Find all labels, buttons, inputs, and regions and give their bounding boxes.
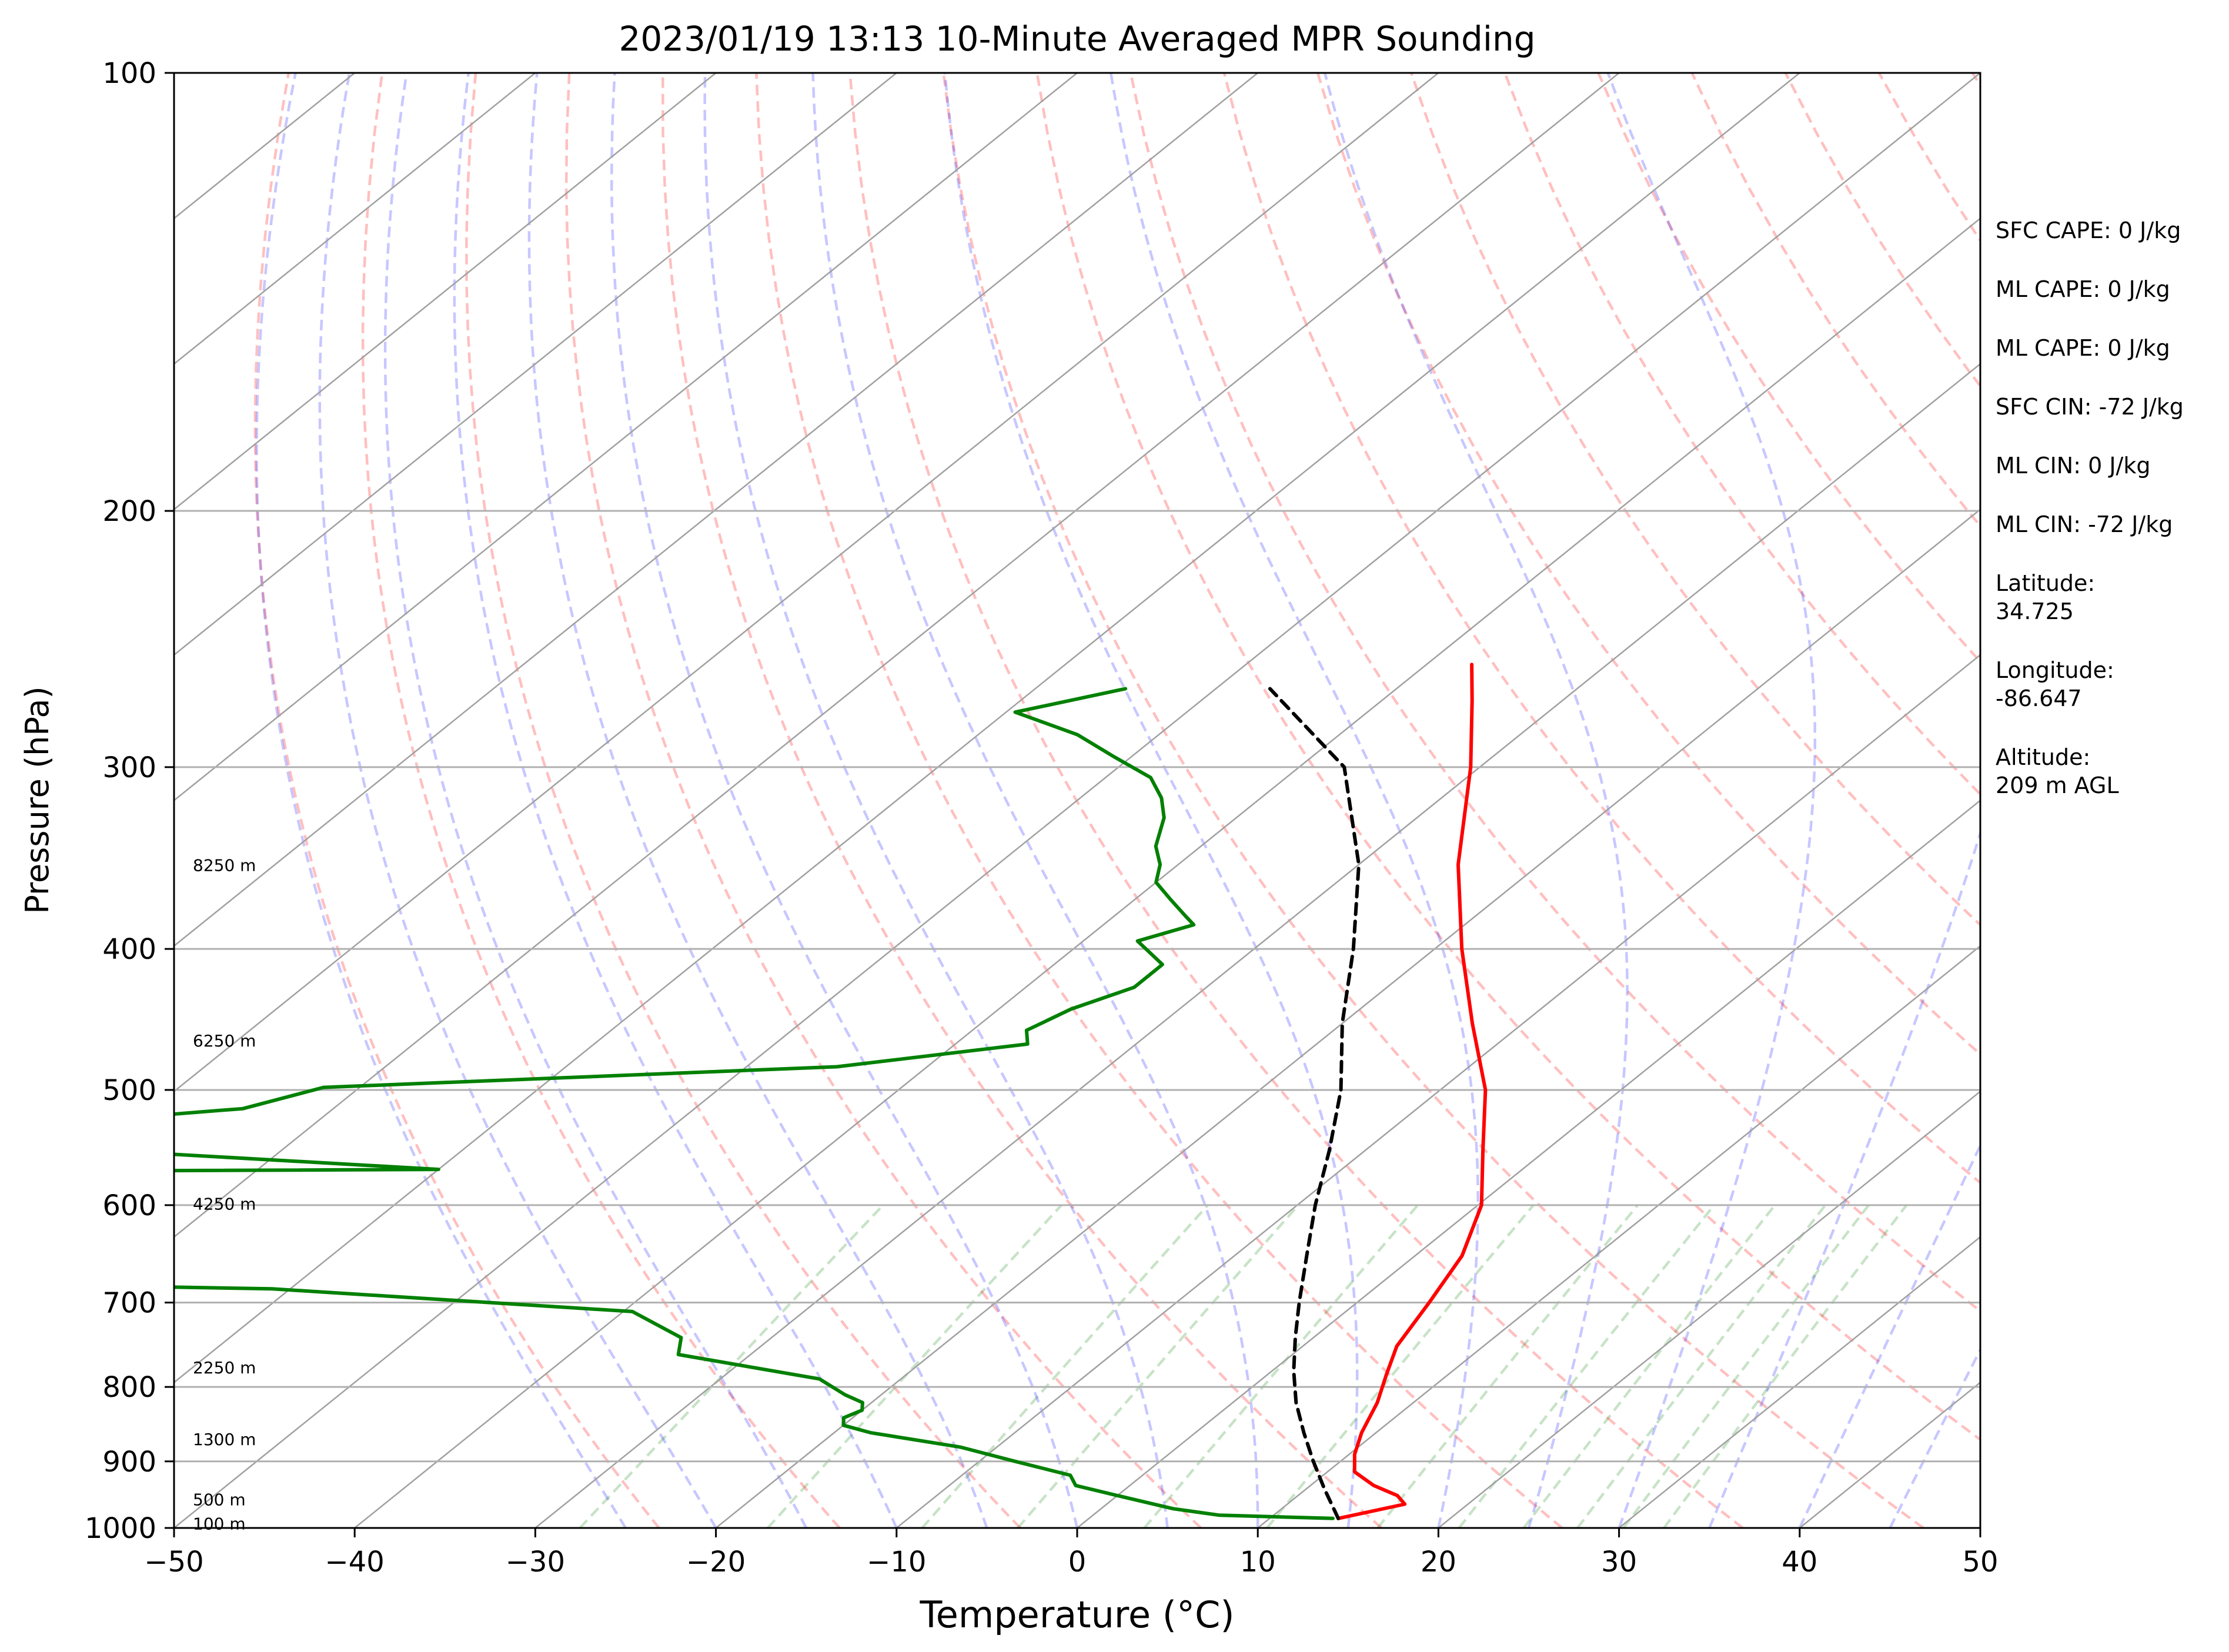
x-tick-label: 10 [1240, 1546, 1276, 1579]
isotherm-line [174, 73, 1800, 1384]
dry-adiabat [848, 73, 1744, 1528]
moist-adiabat [383, 73, 808, 1528]
dry-adiabats [253, 73, 1980, 1528]
dry-adiabat [1316, 73, 1980, 1056]
isotherm-line [896, 654, 1980, 1528]
isotherm-line [174, 73, 897, 656]
dry-adiabat [1597, 73, 1980, 664]
x-axis-ticks: −50 −40 −30 −20 −10 0 10 20 30 40 50 [144, 1528, 1999, 1579]
isotherm-line [174, 73, 536, 365]
isotherm-line [1618, 1236, 1980, 1528]
y-tick-label: 1000 [85, 1512, 156, 1545]
y-axis-label: Pressure (hPa) [19, 686, 56, 914]
y-axis-ticks: 100 200 300 400 500 600 700 800 900 1000 [85, 57, 174, 1545]
altitude-text: Altitude: 209 m AGL [1996, 744, 2119, 798]
moist-adiabat [1798, 1142, 1980, 1528]
height-label: 500 m [193, 1490, 246, 1510]
dry-adiabat [1035, 73, 1980, 1442]
mixing-ratio-line [1663, 1204, 1908, 1528]
ml-cape-text-2: ML CAPE: 0 J/kg [1996, 335, 2170, 361]
mixing-ratio-line [1376, 1204, 1639, 1528]
dry-adiabat [1222, 73, 1980, 1185]
x-tick-label: −20 [686, 1546, 746, 1579]
ml-cin-text: ML CIN: 0 J/kg [1996, 453, 2151, 479]
dry-adiabat [564, 73, 1202, 1528]
moist-adiabat [703, 73, 1169, 1528]
longitude-text: Longitude: -86.647 [1996, 657, 2114, 711]
isotherm-line [174, 73, 1439, 1093]
y-tick-label: 900 [102, 1446, 156, 1479]
isotherm-line [1257, 945, 1980, 1528]
height-label: 8250 m [193, 856, 256, 875]
moist-adiabat [318, 73, 717, 1528]
sfc-cape-text: SFC CAPE: 0 J/kg [1996, 218, 2181, 243]
moist-adiabat [1606, 73, 1817, 1528]
isotherm-line [174, 73, 1078, 802]
y-tick-label: 200 [102, 495, 156, 528]
isotherm-lines [174, 73, 1980, 1528]
moist-adiabat [453, 73, 898, 1528]
dry-adiabat [942, 73, 1924, 1528]
dewpoint-profile-line [174, 687, 1335, 1520]
x-tick-label: 0 [1068, 1546, 1087, 1579]
latitude-text: Latitude: 34.725 [1996, 570, 2096, 624]
isotherm-line [174, 73, 1620, 1238]
isotherm-line [174, 73, 717, 511]
height-label: 1300 m [193, 1430, 256, 1449]
isotherm-line [1077, 799, 1980, 1528]
temperature-profile-line [1336, 663, 1488, 1520]
sfc-cin-text: SFC CIN: -72 J/kg [1996, 394, 2184, 420]
mixing-ratio-line [1622, 1204, 1870, 1528]
y-tick-label: 500 [102, 1074, 156, 1107]
y-tick-label: 400 [102, 933, 156, 966]
x-tick-label: −40 [325, 1546, 385, 1579]
x-tick-label: −50 [144, 1546, 203, 1579]
ml-cin-text-2: ML CIN: -72 J/kg [1996, 511, 2173, 537]
x-tick-label: 30 [1601, 1546, 1637, 1579]
dry-adiabat [755, 73, 1563, 1528]
mixing-ratio-line [579, 1204, 884, 1528]
moist-adiabat [1109, 73, 1479, 1528]
x-tick-label: 50 [1962, 1546, 1998, 1579]
isotherm-line [1438, 1090, 1980, 1528]
y-tick-label: 600 [102, 1189, 156, 1222]
mixing-ratio-line [1576, 1204, 1827, 1528]
isotherm-line [354, 217, 1980, 1528]
isotherm-line [174, 73, 1258, 947]
y-tick-label: 100 [102, 57, 156, 90]
y-tick-label: 300 [102, 751, 156, 784]
parcel-profile-line [1268, 687, 1361, 1520]
x-tick-label: 20 [1421, 1546, 1456, 1579]
x-tick-label: −30 [506, 1546, 565, 1579]
height-label: 6250 m [193, 1031, 256, 1051]
x-tick-label: 40 [1782, 1546, 1817, 1579]
dry-adiabat [465, 73, 1021, 1528]
y-tick-label: 800 [102, 1371, 156, 1404]
dry-adiabat [253, 73, 660, 1528]
sounding-parameters-panel: SFC CAPE: 0 J/kg ML CAPE: 0 J/kg ML CAPE… [1996, 216, 2225, 830]
mixing-ratio-line [1522, 1204, 1776, 1528]
ml-cape-text: ML CAPE: 0 J/kg [1996, 276, 2170, 302]
height-labels: 100 m 500 m 1300 m 2250 m 4250 m 6250 m 8250 m [193, 856, 256, 1534]
isotherm-line [174, 73, 1980, 1528]
moist-adiabat [255, 73, 627, 1528]
chart-title: 2023/01/19 13:13 10-Minute Averaged MPR … [619, 19, 1535, 59]
dry-adiabat [361, 73, 841, 1528]
height-label: 100 m [193, 1514, 246, 1533]
moist-adiabat [1324, 73, 1629, 1528]
dry-adiabat [661, 73, 1383, 1528]
sounding-series [174, 663, 1488, 1520]
plot-area [174, 73, 1980, 1528]
isotherm-line [715, 508, 1980, 1528]
x-axis-label: Temperature (°C) [919, 1593, 1234, 1636]
isotherm-line [534, 363, 1980, 1528]
height-label: 4250 m [193, 1194, 256, 1213]
moist-adiabat [610, 73, 1079, 1528]
height-label: 2250 m [193, 1358, 256, 1377]
x-tick-label: −10 [867, 1546, 926, 1579]
y-tick-label: 700 [102, 1287, 156, 1320]
